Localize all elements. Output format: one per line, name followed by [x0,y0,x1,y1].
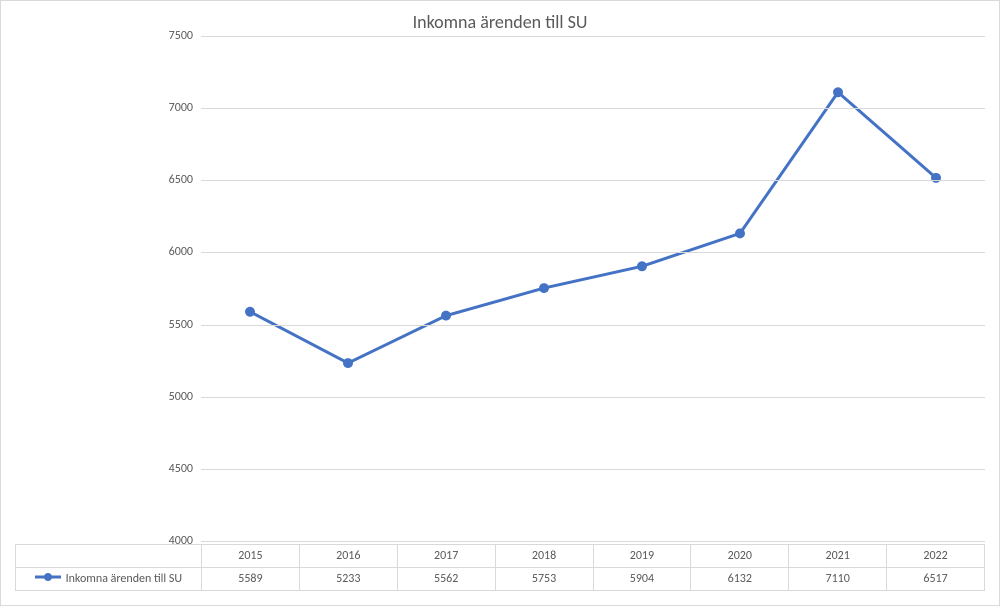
gridline [201,252,985,253]
y-tick-label: 5000 [143,390,193,404]
series-marker [245,307,255,317]
y-tick-label: 6500 [143,173,193,187]
table-category-cell: 2015 [202,544,300,567]
legend-marker-icon [35,572,61,586]
plot-wrapper: 40004500500055006000650070007500 [1,36,1000,541]
gridline [201,36,985,37]
series-marker [637,261,647,271]
y-tick-label: 4500 [143,462,193,476]
table-category-cell: 2020 [691,544,789,567]
table-value-cell: 5233 [299,567,397,590]
series-line [250,92,936,363]
plot-area [201,36,985,541]
y-tick-label: 5500 [143,318,193,332]
series-marker [343,358,353,368]
table-category-cell: 2016 [299,544,397,567]
table-row-categories: 20152016201720182019202020212022 [16,544,985,567]
series-marker [539,283,549,293]
y-tick-label: 7000 [143,101,193,115]
gridline [201,541,985,542]
gridline [201,469,985,470]
series-marker [735,228,745,238]
table-value-cell: 7110 [789,567,887,590]
data-table: 20152016201720182019202020212022 Inkomna… [15,544,985,591]
table-value-cell: 5589 [202,567,300,590]
table-category-cell: 2021 [789,544,887,567]
gridline [201,325,985,326]
table-category-cell: 2019 [593,544,691,567]
gridline [201,108,985,109]
table-value-cell: 5753 [495,567,593,590]
series-marker [441,311,451,321]
legend-label: Inkomna ärenden till SU [66,572,183,586]
table-value-cell: 5904 [593,567,691,590]
table-category-cell: 2017 [397,544,495,567]
table-row-values: Inkomna ärenden till SU 5589523355625753… [16,567,985,590]
table-value-cell: 6517 [887,567,985,590]
y-tick-label: 7500 [143,29,193,43]
series-marker [833,87,843,97]
gridline [201,397,985,398]
gridline [201,180,985,181]
y-tick-label: 6000 [143,245,193,259]
chart-container: Inkomna ärenden till SU 4000450050005500… [0,0,1000,606]
table-value-cell: 5562 [397,567,495,590]
table-header-empty [16,544,202,567]
table-value-cell: 6132 [691,567,789,590]
legend-cell: Inkomna ärenden till SU [16,567,202,590]
line-series-svg [201,36,985,541]
series-marker [931,173,941,183]
table-category-cell: 2018 [495,544,593,567]
table-category-cell: 2022 [887,544,985,567]
